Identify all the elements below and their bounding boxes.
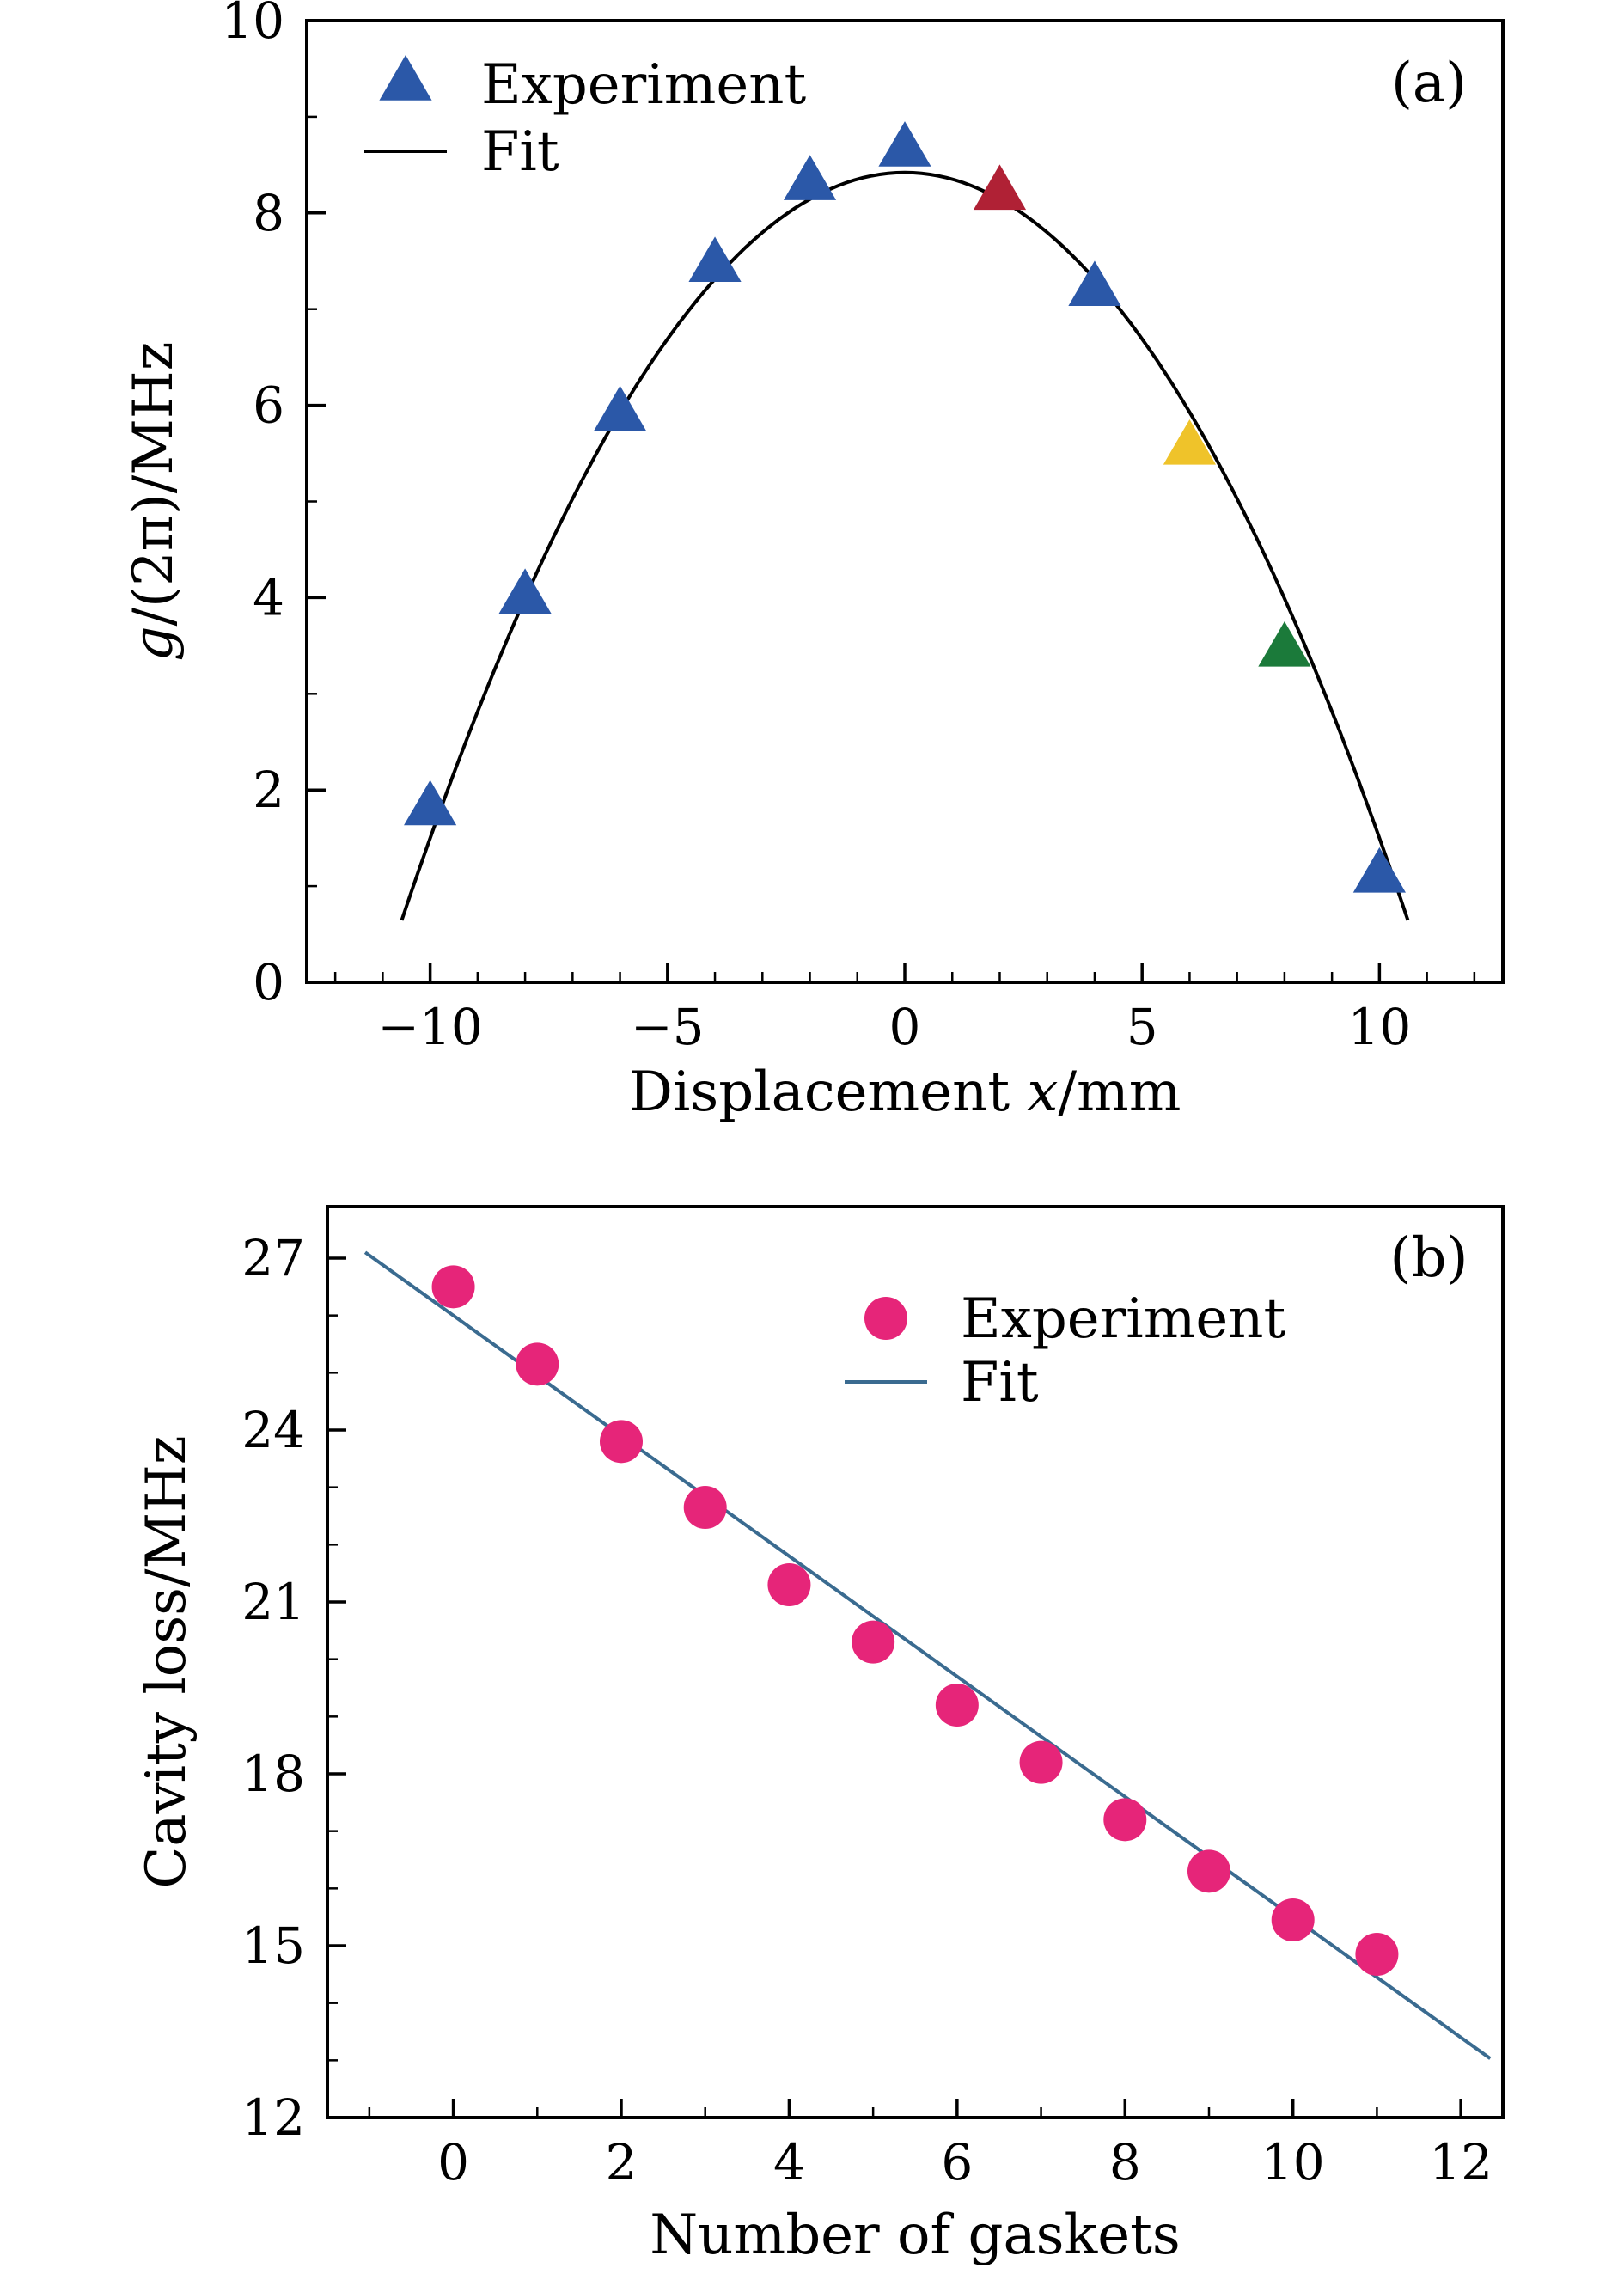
x-axis-label: Number of gaskets [650, 2204, 1180, 2267]
data-point [1103, 1798, 1147, 1842]
data-point [783, 155, 837, 200]
panel-label: (b) [1390, 1226, 1468, 1290]
y-tick-label: 12 [241, 2088, 305, 2147]
y-tick-label: 10 [221, 0, 284, 50]
data-point [878, 121, 931, 167]
y-tick-label: 2 [253, 761, 284, 819]
data-point [431, 1265, 475, 1309]
legend-label: Experiment [481, 53, 807, 117]
x-tick-label: 10 [1261, 2133, 1325, 2191]
x-tick-label: 0 [437, 2133, 469, 2191]
data-point [1352, 847, 1406, 893]
data-point [600, 1420, 643, 1464]
x-tick-label: 12 [1429, 2133, 1493, 2191]
data-point [1019, 1740, 1063, 1784]
legend-marker [864, 1297, 907, 1340]
x-tick-label: 2 [606, 2133, 638, 2191]
data-point [1271, 1898, 1315, 1941]
y-tick-label: 27 [241, 1229, 305, 1287]
data-point [852, 1620, 895, 1664]
data-point [683, 1486, 727, 1529]
x-tick-label: 5 [1126, 998, 1158, 1056]
y-tick-label: 24 [241, 1401, 305, 1459]
data-point [688, 236, 742, 283]
x-axis-label: Displacement x/mm [629, 1061, 1181, 1124]
legend-label: Fit [481, 120, 559, 184]
y-axis-label: Cavity loss/MHz [135, 1435, 198, 1888]
x-tick-label: −10 [377, 998, 482, 1056]
data-point [1163, 419, 1217, 465]
fit-curve [400, 170, 1410, 921]
data-point [1258, 620, 1311, 667]
y-tick-label: 15 [241, 1916, 305, 1975]
y-tick-label: 6 [253, 376, 284, 435]
panel-label: (a) [1391, 52, 1467, 115]
data-point [593, 385, 647, 431]
x-tick-label: 8 [1109, 2133, 1141, 2191]
data-point [1068, 260, 1121, 307]
plot-frame [326, 1205, 1505, 2119]
x-tick-label: 10 [1347, 998, 1411, 1056]
x-tick-label: 4 [773, 2133, 805, 2191]
y-tick-label: 21 [241, 1573, 305, 1631]
data-point [1355, 1933, 1399, 1976]
y-tick-label: 18 [241, 1745, 305, 1803]
legend-label: Experiment [961, 1287, 1286, 1351]
data-point [516, 1342, 559, 1386]
legend-label: Fit [961, 1351, 1039, 1415]
y-tick-label: 8 [253, 184, 284, 242]
x-tick-label: 6 [941, 2133, 973, 2191]
data-point [404, 779, 457, 826]
data-point [1187, 1849, 1230, 1893]
y-tick-label: 0 [253, 953, 284, 1012]
y-axis-label: g/(2π)/MHz [122, 342, 186, 662]
y-tick-label: 4 [253, 568, 284, 627]
legend-marker [379, 55, 432, 101]
data-point [935, 1684, 979, 1727]
x-tick-label: −5 [631, 998, 705, 1056]
x-tick-label: 0 [889, 998, 921, 1056]
data-point [973, 164, 1027, 211]
data-point [498, 568, 552, 614]
data-point [767, 1563, 811, 1606]
panel-a-chart: −10 −5 0 5 10 0 2 4 6 8 10 Displacement x/mm g/(2π)/… [122, 0, 1505, 1124]
